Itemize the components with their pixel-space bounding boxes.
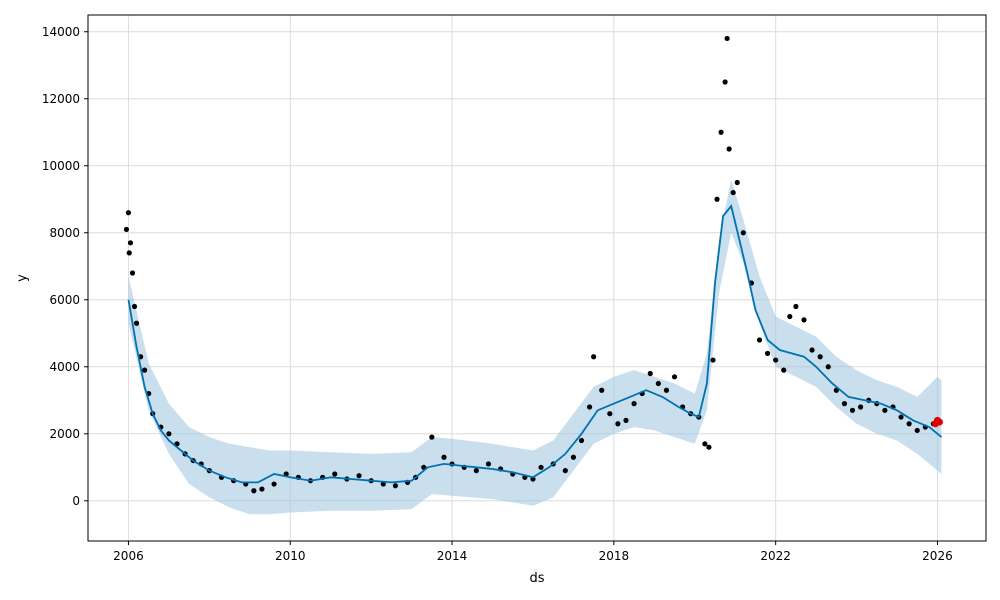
observed-points bbox=[123, 35, 937, 494]
grid bbox=[88, 15, 986, 541]
observed-point bbox=[722, 79, 728, 85]
x-tick-label: 2018 bbox=[599, 549, 630, 563]
plot-frame bbox=[87, 14, 987, 542]
observed-point bbox=[133, 320, 140, 326]
observed-point bbox=[702, 441, 708, 447]
y-axis-ticks: 0 2000 4000 6000 8000 10000 12000 14000 bbox=[42, 25, 88, 508]
observed-point bbox=[773, 357, 779, 363]
y-axis-label: y bbox=[15, 274, 30, 282]
observed-point bbox=[125, 210, 132, 216]
observed-point bbox=[663, 387, 670, 393]
highlight-points bbox=[931, 416, 943, 428]
observed-point bbox=[740, 230, 746, 236]
observed-point bbox=[718, 129, 724, 135]
observed-point bbox=[647, 370, 653, 377]
observed-point bbox=[631, 401, 637, 407]
observed-point bbox=[538, 464, 544, 470]
observed-point bbox=[126, 250, 132, 256]
observed-point bbox=[586, 404, 593, 410]
observed-point bbox=[623, 417, 629, 423]
observed-point bbox=[591, 354, 597, 360]
observed-point bbox=[271, 481, 277, 487]
observed-point bbox=[429, 434, 435, 440]
x-tick-label: 2010 bbox=[275, 549, 306, 563]
observed-point bbox=[127, 240, 134, 246]
observed-point bbox=[858, 404, 864, 410]
observed-point bbox=[131, 303, 138, 310]
observed-point bbox=[793, 303, 799, 310]
y-tick-label: 2000 bbox=[49, 427, 80, 441]
observed-point bbox=[710, 357, 716, 363]
observed-point bbox=[380, 481, 386, 487]
x-axis-ticks: 2006 2010 2014 2018 2022 2026 bbox=[113, 541, 953, 563]
x-tick-label: 2006 bbox=[113, 549, 144, 563]
y-tick-label: 6000 bbox=[49, 293, 80, 307]
observed-point bbox=[801, 317, 807, 323]
x-tick-label: 2022 bbox=[760, 549, 791, 563]
observed-point bbox=[578, 437, 585, 444]
observed-point bbox=[570, 454, 577, 460]
observed-point bbox=[166, 431, 172, 437]
observed-point bbox=[562, 468, 568, 474]
observed-point bbox=[123, 226, 130, 233]
y-tick-label: 8000 bbox=[49, 226, 80, 240]
y-tick-label: 14000 bbox=[42, 25, 80, 39]
observed-point bbox=[706, 444, 712, 450]
observed-point bbox=[882, 407, 888, 413]
observed-point bbox=[251, 488, 257, 494]
observed-point bbox=[781, 367, 787, 373]
y-tick-label: 4000 bbox=[49, 360, 80, 374]
observed-point bbox=[599, 387, 605, 393]
highlight-point bbox=[935, 418, 943, 426]
x-axis-label: ds bbox=[529, 571, 544, 586]
observed-point bbox=[734, 179, 740, 186]
observed-point bbox=[849, 407, 856, 413]
y-tick-label: 10000 bbox=[42, 159, 80, 173]
observed-point bbox=[129, 270, 136, 276]
forecast-line-path bbox=[127, 204, 943, 484]
x-tick-label: 2026 bbox=[922, 549, 953, 563]
observed-point bbox=[615, 421, 621, 427]
observed-point bbox=[441, 454, 447, 460]
forecast-line bbox=[127, 204, 943, 484]
observed-point bbox=[671, 374, 678, 380]
observed-point bbox=[817, 354, 823, 360]
observed-point bbox=[787, 313, 793, 320]
observed-point bbox=[259, 486, 265, 492]
observed-point bbox=[485, 461, 492, 467]
observed-point bbox=[356, 473, 362, 479]
observed-point bbox=[473, 468, 479, 474]
observed-point bbox=[841, 401, 848, 407]
observed-point bbox=[825, 364, 831, 370]
uncertainty-band-area bbox=[128, 179, 942, 515]
observed-point bbox=[809, 347, 815, 353]
observed-point bbox=[714, 196, 720, 202]
observed-point bbox=[392, 483, 399, 489]
observed-point bbox=[914, 427, 920, 434]
y-tick-label: 12000 bbox=[42, 92, 80, 106]
observed-point bbox=[607, 411, 613, 417]
observed-point bbox=[906, 421, 912, 427]
observed-point bbox=[724, 35, 730, 42]
observed-point bbox=[726, 146, 732, 152]
x-tick-label: 2014 bbox=[437, 549, 468, 563]
observed-point bbox=[730, 189, 736, 196]
observed-point bbox=[655, 380, 661, 387]
uncertainty-band bbox=[128, 179, 942, 515]
y-tick-label: 0 bbox=[72, 494, 80, 508]
observed-point bbox=[332, 471, 338, 477]
observed-point bbox=[764, 350, 771, 356]
observed-point bbox=[898, 414, 904, 420]
observed-point bbox=[142, 367, 148, 373]
observed-point bbox=[756, 337, 763, 343]
